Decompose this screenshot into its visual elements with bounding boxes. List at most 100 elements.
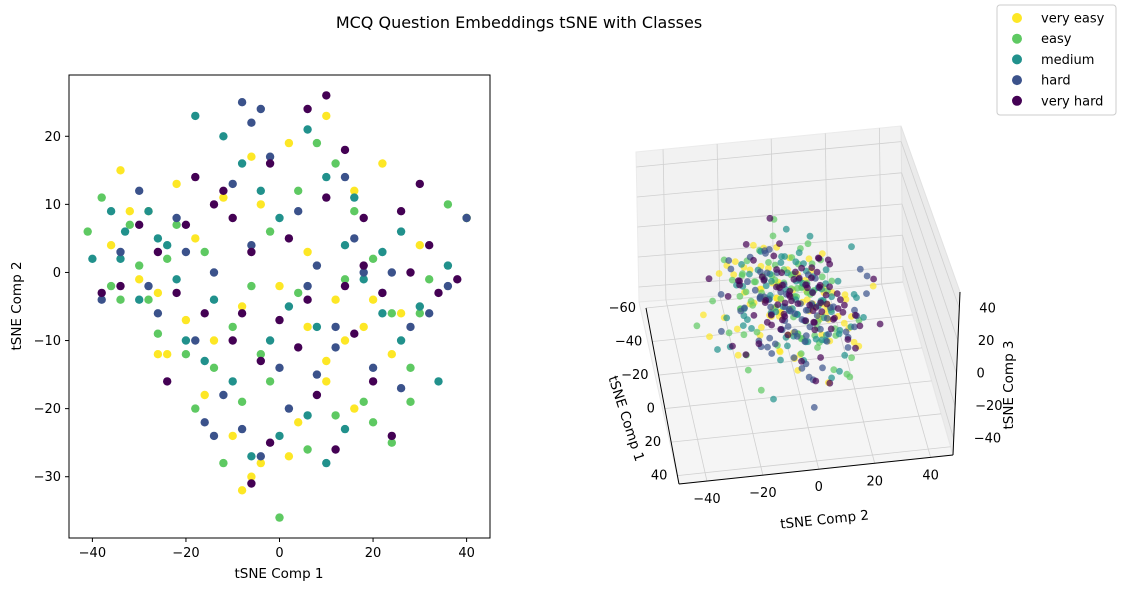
grid-line-3d [636, 172, 902, 198]
point-2d-very-easy [200, 390, 209, 400]
point-2d-very-easy [350, 404, 359, 413]
point-2d-very-easy [387, 350, 396, 359]
point-2d-easy [125, 220, 134, 229]
point-2d-hard [237, 424, 247, 434]
point-2d-easy [294, 288, 303, 298]
grid-line-3d [881, 283, 932, 458]
point-3d-very-easy [776, 347, 783, 355]
legend: very easy easy medium hard very hard [996, 4, 1117, 116]
point-3d-very-easy [731, 258, 739, 265]
point-2d-very-hard [247, 479, 256, 488]
point-2d-easy [406, 363, 415, 372]
point-2d-very-hard [97, 288, 106, 298]
point-3d-very-hard [755, 340, 763, 348]
point-2d-easy [209, 363, 219, 372]
point-3d-very-hard [876, 320, 884, 328]
point-2d-easy [135, 261, 144, 270]
point-2d-medium [350, 193, 359, 202]
point-3d-very-hard [742, 241, 750, 248]
point-3d-easy [725, 329, 733, 337]
point-3d-hard [813, 312, 821, 319]
points-3d [693, 214, 884, 411]
grid-line-3d [902, 235, 956, 407]
point-2d-hard [275, 363, 284, 372]
point-3d-very-easy [715, 270, 723, 277]
point-3d-medium [795, 249, 803, 257]
point-2d-medium [116, 254, 125, 263]
point-2d-very-easy [163, 350, 172, 359]
point-2d-medium [237, 159, 247, 168]
grid-line-3d [658, 347, 923, 376]
x-axis-ticks-3d: −60 −40 −20 0 20 40 [609, 301, 668, 484]
point-3d-hard [819, 364, 826, 372]
point-3d-very-hard [808, 264, 816, 271]
point-3d-medium [746, 270, 753, 278]
legend-marker [1012, 75, 1022, 86]
z-axis-label-3d: tSNE Comp 3 [1001, 340, 1017, 429]
y-axis-ticks-2d: −30 −20 −10 0 10 20 [34, 130, 69, 485]
points-2d [83, 91, 471, 522]
point-3d-hard [856, 265, 864, 273]
point-3d-very-hard [808, 274, 815, 282]
point-2d-very-easy [153, 350, 163, 359]
point-2d-very-easy [153, 288, 163, 298]
point-3d-medium [777, 356, 784, 364]
point-3d-very-hard [831, 314, 838, 322]
z-tick-label-3d: 20 [978, 334, 995, 349]
point-3d-very-easy [869, 282, 877, 290]
point-2d-medium [219, 132, 228, 141]
point-2d-easy [153, 329, 163, 338]
legend-box [996, 4, 1117, 116]
grid-line-3d [719, 295, 764, 476]
point-3d-hard [744, 278, 751, 286]
point-3d-medium [860, 314, 867, 321]
y-tick-label-2d: 10 [44, 198, 61, 213]
point-3d-easy [709, 297, 716, 305]
x-tick-label-2d: 0 [275, 546, 283, 561]
point-3d-very-easy [700, 311, 707, 319]
point-3d-very-hard [826, 283, 833, 291]
point-2d-very-easy [284, 452, 294, 461]
point-2d-medium [163, 241, 172, 250]
point-2d-medium [275, 213, 284, 223]
point-2d-hard [191, 336, 200, 345]
point-3d-hard [767, 303, 774, 311]
x-tick-label-2d: 20 [365, 546, 382, 561]
point-3d-very-hard [792, 268, 799, 276]
point-3d-very-hard [790, 275, 798, 283]
point-2d-medium [396, 227, 406, 236]
point-2d-easy [275, 513, 284, 522]
point-2d-medium [172, 275, 181, 284]
point-2d-very-easy [303, 247, 312, 257]
point-3d-very-hard [834, 305, 842, 312]
point-3d-very-hard [770, 252, 778, 260]
scatter-2d-panel: −40 −20 0 20 40 −30 −20 −10 0 10 20 tSNE Comp 1 t… [9, 74, 491, 582]
point-2d-hard [247, 241, 256, 250]
point-2d-hard [331, 343, 340, 352]
point-2d-hard [406, 322, 415, 332]
point-2d-easy [350, 207, 359, 216]
point-3d-easy [736, 292, 744, 300]
x-axis-ticks-2d: −40 −20 0 20 40 [79, 538, 475, 561]
point-2d-very-easy [256, 200, 265, 209]
point-2d-medium [135, 295, 144, 304]
point-2d-very-hard [303, 104, 312, 114]
point-3d-hard [763, 269, 771, 277]
point-2d-very-easy [237, 486, 247, 495]
point-3d-very-hard [724, 293, 732, 300]
point-3d-very-hard [817, 299, 824, 307]
point-3d-very-hard [750, 312, 758, 319]
point-3d-medium [828, 293, 835, 301]
point-2d-medium [228, 377, 237, 386]
point-2d-very-easy [247, 152, 256, 161]
point-3d-hard [817, 325, 824, 333]
point-3d-very-hard [798, 264, 805, 272]
point-2d-very-hard [340, 145, 350, 155]
point-2d-medium [322, 458, 331, 468]
point-3d-hard [806, 323, 814, 331]
point-2d-hard [256, 104, 265, 114]
point-2d-very-hard [415, 179, 424, 189]
point-2d-hard [387, 268, 396, 277]
point-3d-easy [828, 277, 836, 285]
point-3d-very-hard [852, 344, 859, 352]
